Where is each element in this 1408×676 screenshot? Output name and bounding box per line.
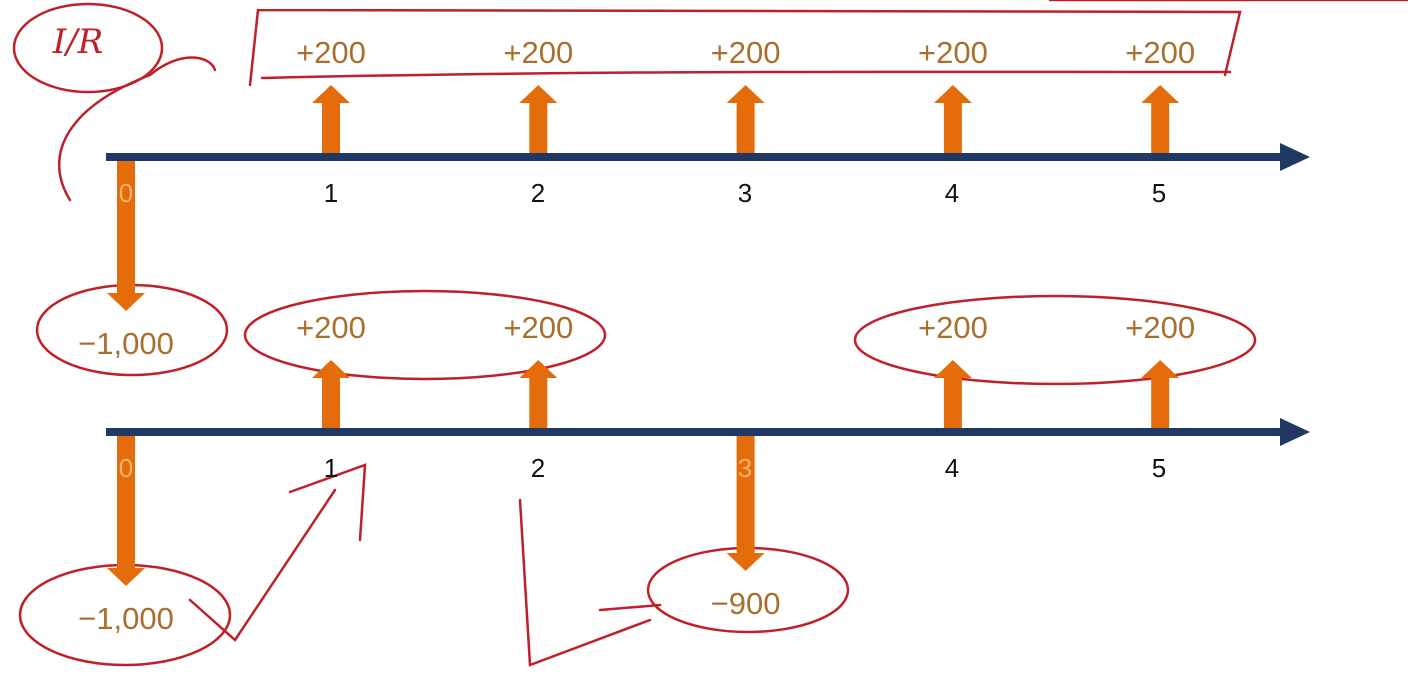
cash-label: +200 <box>503 310 573 345</box>
cash-arrow <box>726 436 765 571</box>
cash-label: +200 <box>1125 310 1195 345</box>
ink-arrow <box>188 463 367 642</box>
cash-arrow <box>1141 85 1180 153</box>
annotation: I/R <box>52 22 104 62</box>
cash-arrow <box>519 360 558 428</box>
cash-arrow <box>312 85 350 153</box>
cash-arrow <box>1141 360 1180 428</box>
period-label: 1 <box>324 178 338 208</box>
axis-arrowhead <box>1280 143 1310 171</box>
cash-label: −1,000 <box>78 601 174 636</box>
cash-label: +200 <box>918 310 988 345</box>
cash-arrow <box>107 436 145 586</box>
ink-arrow <box>518 498 662 667</box>
period-label: 2 <box>531 453 545 483</box>
period-label: 1 <box>324 453 338 483</box>
ink-circle <box>853 294 1257 386</box>
cash-label: +200 <box>296 35 366 70</box>
cash-arrow <box>726 85 765 153</box>
cash-label: −900 <box>711 586 781 621</box>
period-label: 2 <box>531 178 545 208</box>
period-label: 3 <box>738 453 752 483</box>
cash-arrow <box>107 161 145 311</box>
cash-label: +200 <box>296 310 366 345</box>
axis-arrowhead <box>1280 418 1310 446</box>
cash-arrow <box>312 360 350 428</box>
period-label: 3 <box>738 178 752 208</box>
cash-arrow <box>933 360 972 428</box>
ink-stroke <box>57 56 217 202</box>
period-label: 0 <box>119 453 133 483</box>
cash-arrow <box>933 85 972 153</box>
cash-label: +200 <box>711 35 781 70</box>
ink-box <box>248 0 1408 87</box>
period-label: 4 <box>945 178 959 208</box>
period-label: 4 <box>945 453 959 483</box>
period-label: 0 <box>119 178 133 208</box>
cash-arrow <box>519 85 558 153</box>
cash-label: +200 <box>503 35 573 70</box>
ink-circle <box>243 289 607 381</box>
cash-label: +200 <box>1125 35 1195 70</box>
period-label: 5 <box>1152 453 1166 483</box>
cash-label: +200 <box>918 35 988 70</box>
period-label: 5 <box>1152 178 1166 208</box>
cash-label: −1,000 <box>78 326 174 361</box>
ink-circle <box>12 2 164 94</box>
